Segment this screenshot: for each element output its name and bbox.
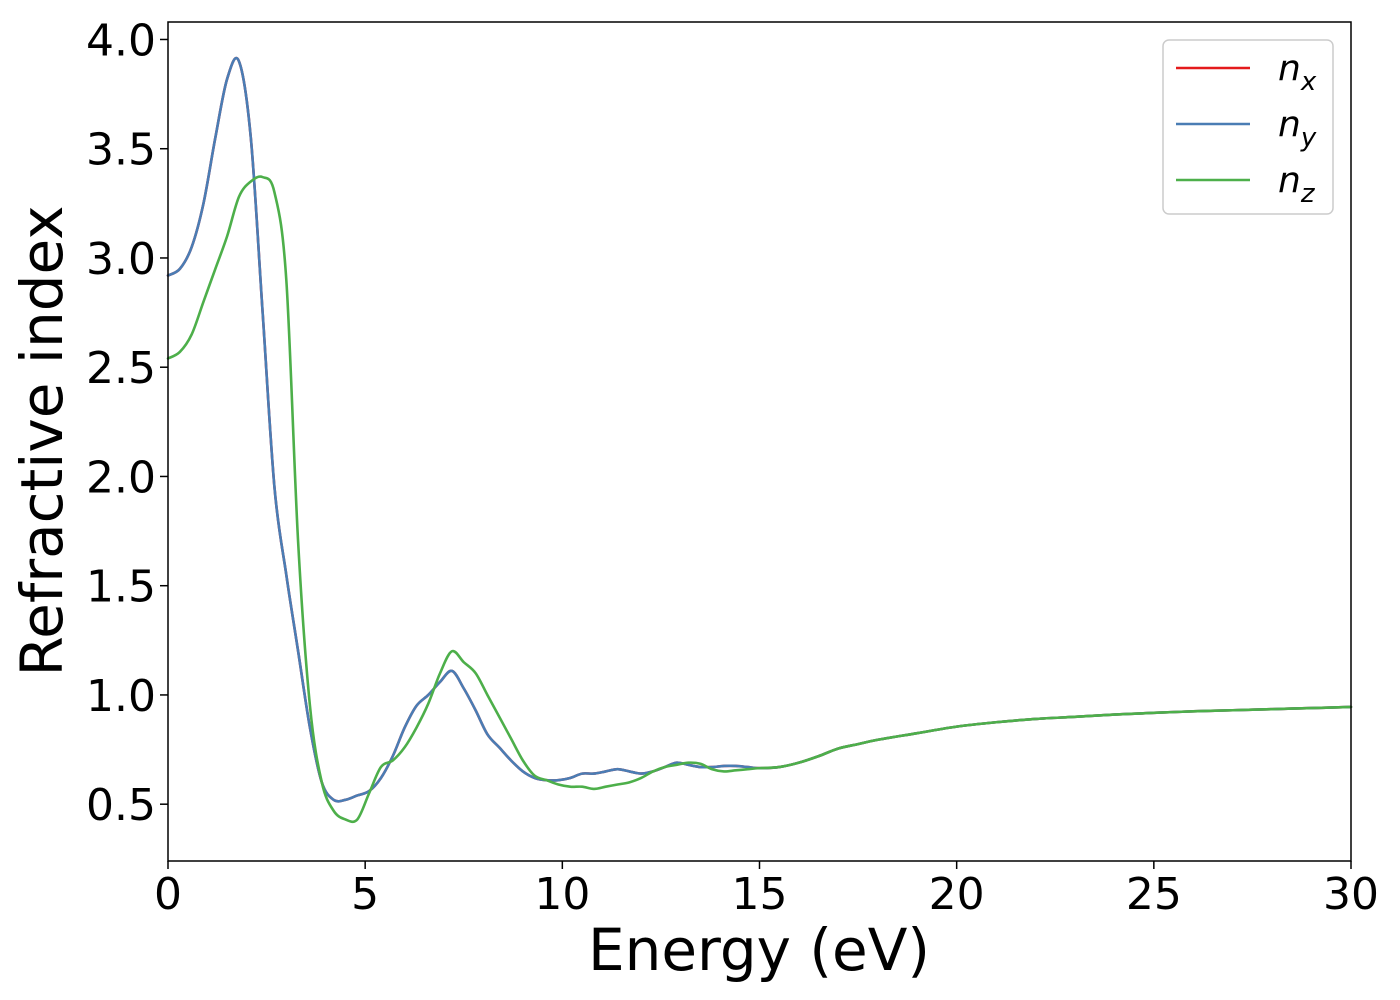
y-tick-label: 4.0 xyxy=(86,15,156,66)
series-group xyxy=(166,56,1353,824)
x-tick-label: 30 xyxy=(1323,869,1379,920)
y-tick-label: 2.5 xyxy=(86,343,156,394)
legend-box xyxy=(1162,39,1334,215)
y-tick-label: 3.0 xyxy=(86,234,156,285)
x-tick-label: 15 xyxy=(732,869,788,920)
legend: nx ny nz xyxy=(1162,39,1334,215)
y-axis: 0.5 1.0 1.5 2.0 2.5 3.0 3.5 4.0 xyxy=(86,15,168,831)
legend-label-nx: nx xyxy=(1278,48,1317,97)
series-line-nz xyxy=(166,175,1353,824)
y-tick-label: 0.5 xyxy=(86,780,156,831)
x-axis-label: Energy (eV) xyxy=(588,916,930,984)
x-tick-label: 25 xyxy=(1126,869,1182,920)
x-tick-label: 10 xyxy=(534,869,590,920)
y-tick-label: 1.5 xyxy=(86,562,156,613)
y-tick-label: 2.0 xyxy=(86,452,156,503)
y-tick-label: 1.0 xyxy=(86,671,156,722)
y-axis-label: Refractive index xyxy=(8,205,76,676)
x-axis: 0 5 10 15 20 25 30 xyxy=(154,861,1379,920)
x-tick-label: 5 xyxy=(351,869,379,920)
plot-background xyxy=(168,22,1351,861)
x-tick-label: 0 xyxy=(154,869,182,920)
y-tick-label: 3.5 xyxy=(86,125,156,176)
legend-label-nz: nz xyxy=(1278,160,1316,209)
x-tick-label: 20 xyxy=(929,869,985,920)
legend-label-ny: ny xyxy=(1278,104,1317,153)
